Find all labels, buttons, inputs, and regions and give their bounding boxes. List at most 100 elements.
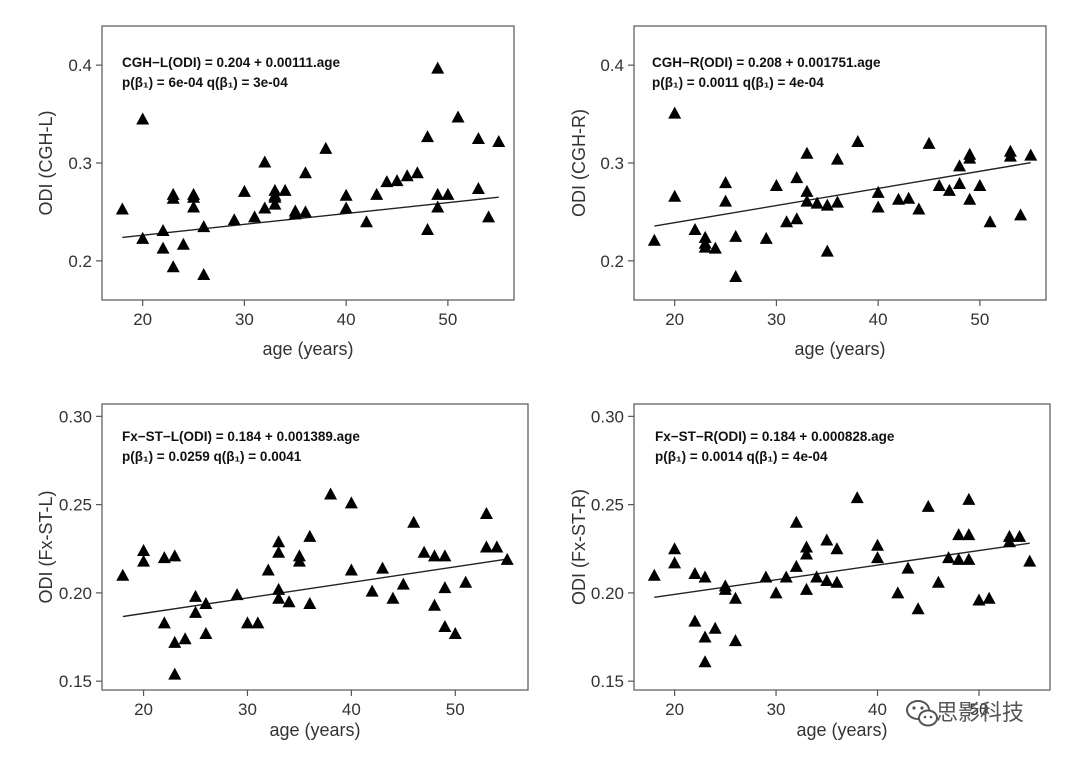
data-point (921, 499, 935, 512)
data-point (268, 197, 282, 210)
data-point (708, 241, 722, 254)
data-point (800, 146, 814, 159)
data-point (272, 582, 286, 595)
data-point (448, 627, 462, 640)
x-tick-label: 50 (970, 310, 989, 329)
data-point (871, 551, 885, 564)
regression-line (654, 542, 1030, 599)
data-point (157, 616, 171, 629)
scatter-panel-3: 20 30 40 50 0.15 0.20 0.25 0.30 age (years) ODI (… (36, 403, 529, 740)
data-point (891, 192, 905, 205)
data-point (427, 549, 441, 562)
regression-stats: p(β₁) = 0.0014 q(β₁) = 4e-04 (655, 449, 828, 464)
data-point (248, 210, 262, 223)
y-tick-label: 0.4 (68, 56, 92, 75)
data-point (278, 183, 292, 196)
data-point (759, 231, 773, 244)
data-point (427, 598, 441, 611)
y-tick-label: 0.25 (59, 496, 92, 515)
data-point (1003, 149, 1017, 162)
data-point (810, 570, 824, 583)
x-tick-label: 20 (665, 310, 684, 329)
data-point (668, 189, 682, 202)
data-point (116, 568, 130, 581)
data-point (431, 187, 445, 200)
data-point (820, 244, 834, 257)
regression-equation: CGH−L(ODI) = 0.204 + 0.00111.age (122, 55, 340, 70)
y-axis-label: ODI (Fx-ST-L) (36, 491, 56, 604)
data-point (492, 134, 506, 147)
plot-frame (633, 403, 1051, 691)
data-point (983, 215, 997, 228)
data-point (1013, 529, 1027, 542)
data-point (282, 595, 296, 608)
regression-line (122, 558, 508, 618)
data-point (396, 577, 410, 590)
y-tick-label: 0.15 (59, 672, 92, 691)
data-point (830, 152, 844, 165)
data-point (789, 559, 803, 572)
data-point (820, 198, 834, 211)
data-point (268, 188, 282, 201)
data-point (438, 549, 452, 562)
data-point (932, 179, 946, 192)
data-point (339, 188, 353, 201)
x-axis-label: age (years) (794, 339, 885, 359)
data-point (688, 566, 702, 579)
data-point (187, 200, 201, 213)
x-tick-label: 50 (438, 310, 457, 329)
data-point (303, 596, 317, 609)
data-point (1023, 554, 1037, 567)
data-point (156, 241, 170, 254)
data-point (365, 584, 379, 597)
data-point (136, 112, 150, 125)
data-point (962, 528, 976, 541)
data-point (800, 184, 814, 197)
data-point (298, 166, 312, 179)
data-point (688, 614, 702, 627)
data-point (344, 496, 358, 509)
data-point (759, 570, 773, 583)
regression-stats: p(β₁) = 6e-04 q(β₁) = 3e-04 (122, 75, 288, 90)
x-tick-label: 30 (235, 310, 254, 329)
x-tick-label: 50 (446, 700, 465, 719)
data-point (800, 194, 814, 207)
x-tick-label: 20 (134, 700, 153, 719)
data-point (1024, 148, 1038, 161)
scatter-panel-2: 20 30 40 50 0.2 0.3 0.4 age (years) ODI (CGH-R) C… (569, 25, 1047, 359)
data-point (136, 231, 150, 244)
data-point (790, 212, 804, 225)
data-point (258, 155, 272, 168)
data-point (380, 175, 394, 188)
data-point (189, 605, 203, 618)
data-point (272, 535, 286, 548)
data-point (982, 591, 996, 604)
x-tick-label: 40 (342, 700, 361, 719)
data-point (647, 568, 661, 581)
data-point (251, 616, 265, 629)
data-point (438, 619, 452, 632)
data-point (708, 621, 722, 634)
y-tick-label: 0.15 (591, 672, 624, 691)
data-point (471, 132, 485, 145)
data-point (137, 554, 151, 567)
data-point (431, 61, 445, 74)
data-point (240, 616, 254, 629)
data-point (769, 179, 783, 192)
regression-stats: p(β₁) = 0.0259 q(β₁) = 0.0041 (122, 449, 302, 464)
data-point (952, 528, 966, 541)
data-point (790, 171, 804, 184)
data-point (719, 176, 733, 189)
data-point (698, 655, 712, 668)
wechat-icon (906, 700, 938, 727)
data-point (479, 506, 493, 519)
data-point (799, 547, 813, 560)
data-point (963, 192, 977, 205)
data-point (258, 201, 272, 214)
y-tick-label: 0.20 (59, 584, 92, 603)
data-point (688, 223, 702, 236)
x-axis-label: age (years) (262, 339, 353, 359)
data-point (922, 136, 936, 149)
x-tick-label: 30 (767, 700, 786, 719)
data-point (799, 540, 813, 553)
